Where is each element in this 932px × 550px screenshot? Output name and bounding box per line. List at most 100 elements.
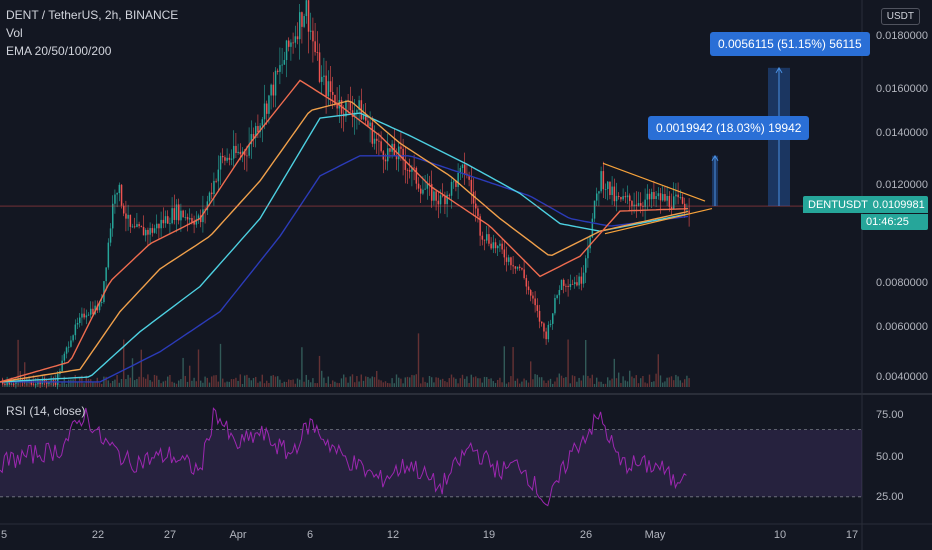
candle bbox=[664, 194, 666, 201]
time-tick-label: 27 bbox=[164, 529, 176, 541]
volume-bar bbox=[347, 382, 349, 387]
candle bbox=[563, 279, 565, 286]
candle bbox=[310, 30, 312, 32]
volume-bar bbox=[351, 374, 354, 387]
candle bbox=[336, 103, 338, 109]
volume-bar bbox=[629, 370, 631, 387]
candle bbox=[250, 134, 253, 145]
candle bbox=[189, 218, 191, 220]
volume-bar bbox=[136, 378, 138, 387]
volume-bar bbox=[466, 376, 468, 387]
volume-bar bbox=[230, 379, 233, 387]
volume-bar bbox=[380, 380, 382, 387]
candle bbox=[35, 384, 37, 386]
volume-bar bbox=[382, 382, 384, 387]
candle bbox=[140, 226, 143, 227]
volume-bar bbox=[252, 378, 255, 387]
candle bbox=[534, 298, 536, 306]
volume-bar bbox=[318, 355, 321, 387]
volume-bar bbox=[305, 374, 307, 387]
candle bbox=[107, 242, 110, 268]
candle bbox=[415, 167, 418, 184]
candle bbox=[323, 75, 325, 77]
volume-bar bbox=[259, 381, 261, 387]
candle bbox=[536, 305, 539, 311]
candle bbox=[362, 115, 365, 120]
price-tick-label: 0.0080000 bbox=[876, 277, 928, 289]
price-tick-label: 0.0120000 bbox=[876, 179, 928, 191]
volume-bar bbox=[312, 378, 314, 387]
volume-legend[interactable]: Vol bbox=[6, 26, 23, 40]
candle bbox=[4, 383, 6, 385]
volume-bar bbox=[402, 383, 404, 387]
ema-legend[interactable]: EMA 20/50/100/200 bbox=[6, 44, 112, 58]
volume-bar bbox=[167, 376, 169, 387]
candle bbox=[369, 122, 371, 127]
candle bbox=[631, 200, 633, 207]
volume-bar bbox=[164, 380, 167, 387]
candle bbox=[479, 216, 481, 236]
volume-bar bbox=[582, 375, 585, 387]
volume-bar bbox=[270, 375, 272, 387]
volume-bar bbox=[589, 378, 591, 387]
candle bbox=[246, 155, 248, 157]
candle bbox=[679, 197, 682, 198]
volume-bar bbox=[686, 375, 688, 387]
time-tick-label: 5 bbox=[1, 529, 7, 541]
volume-bar bbox=[129, 377, 131, 387]
volume-bar bbox=[145, 378, 147, 387]
volume-bar bbox=[257, 382, 259, 387]
candle bbox=[98, 302, 101, 311]
candle bbox=[138, 224, 140, 227]
candle bbox=[114, 194, 116, 204]
volume-bar bbox=[70, 379, 72, 387]
volume-bar bbox=[321, 370, 323, 387]
volume-bar bbox=[681, 382, 684, 387]
candle bbox=[230, 158, 233, 160]
candle bbox=[285, 40, 288, 61]
candle bbox=[387, 148, 389, 162]
volume-bar bbox=[547, 380, 549, 387]
candle bbox=[560, 279, 563, 291]
candle bbox=[468, 175, 470, 180]
volume-bar bbox=[620, 382, 622, 387]
volume-bar bbox=[398, 377, 400, 387]
symbol-title[interactable]: DENT / TetherUS, 2h, BINANCE bbox=[6, 8, 179, 22]
candle bbox=[235, 145, 237, 153]
volume-bar bbox=[486, 377, 488, 387]
volume-bar bbox=[406, 376, 409, 387]
candle bbox=[624, 196, 627, 198]
measure-arrowhead-1 bbox=[711, 154, 719, 162]
volume-bar bbox=[323, 377, 325, 387]
candle bbox=[411, 167, 413, 172]
candle bbox=[65, 347, 68, 354]
volume-bar bbox=[510, 376, 512, 387]
volume-bar bbox=[169, 374, 171, 387]
candle bbox=[688, 210, 690, 214]
currency-selector[interactable]: USDT bbox=[880, 8, 920, 25]
volume-bar bbox=[279, 379, 281, 387]
candle bbox=[648, 193, 651, 200]
candle bbox=[666, 195, 668, 201]
volume-bar bbox=[184, 375, 186, 387]
volume-bar bbox=[431, 377, 433, 387]
candle bbox=[503, 249, 506, 258]
candle bbox=[101, 302, 103, 303]
time-tick-label: 10 bbox=[774, 529, 786, 541]
volume-bar bbox=[114, 379, 116, 387]
volume-bar bbox=[420, 383, 422, 387]
volume-bar bbox=[450, 374, 453, 387]
volume-bar bbox=[655, 373, 657, 387]
volume-bar bbox=[525, 380, 527, 387]
ema50-line bbox=[0, 100, 689, 383]
volume-bar bbox=[536, 374, 538, 387]
volume-bar bbox=[444, 381, 446, 387]
candle bbox=[279, 65, 281, 72]
candle bbox=[675, 194, 677, 197]
candle bbox=[303, 16, 305, 27]
volume-bar bbox=[541, 377, 543, 387]
rsi-legend[interactable]: RSI (14, close) bbox=[6, 404, 86, 418]
candle bbox=[211, 192, 213, 195]
volume-bar bbox=[468, 383, 470, 387]
